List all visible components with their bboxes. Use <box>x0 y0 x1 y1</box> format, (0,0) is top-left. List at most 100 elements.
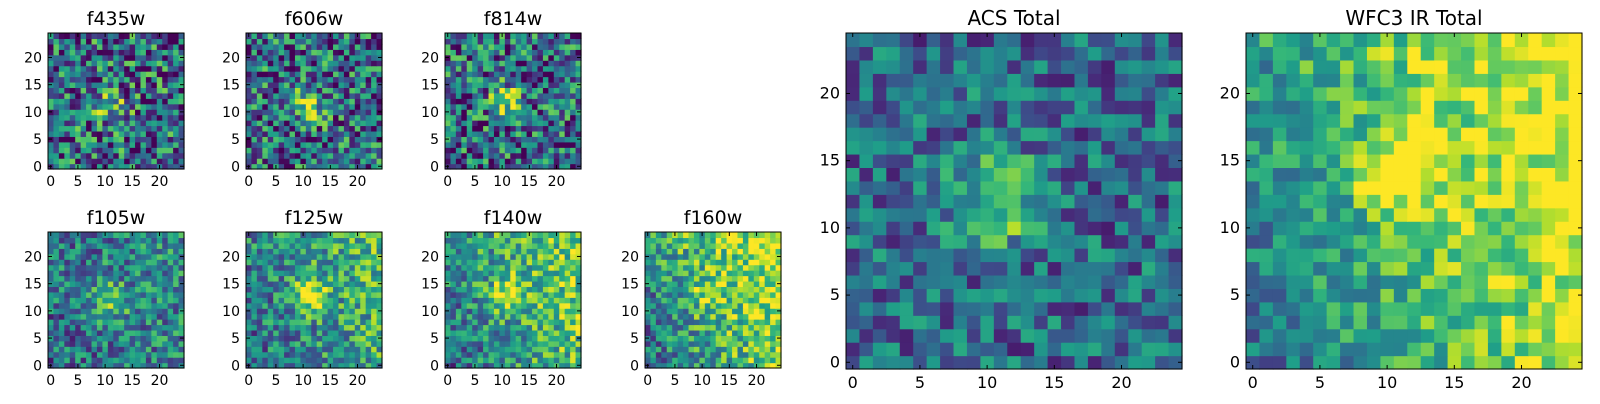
y-tick-label: 10 <box>24 105 42 121</box>
heatmap-cell <box>70 136 76 142</box>
heatmap-cell <box>124 44 130 50</box>
heatmap-cell <box>554 335 560 341</box>
heatmap-cell <box>521 60 527 66</box>
heatmap-cell <box>295 330 301 336</box>
heatmap-cell <box>886 248 900 262</box>
heatmap-cell <box>268 248 274 254</box>
heatmap-cell <box>483 341 489 347</box>
heatmap-cell <box>135 281 141 287</box>
heatmap-cell <box>262 319 268 325</box>
heatmap-cell <box>81 158 87 164</box>
heatmap-cell <box>140 33 146 39</box>
heatmap-cell <box>521 44 527 50</box>
heatmap-cell <box>162 297 168 303</box>
heatmap-cell <box>371 38 377 44</box>
heatmap-cell <box>980 329 994 343</box>
heatmap-cell <box>97 259 103 265</box>
heatmap-cell <box>445 49 451 55</box>
heatmap-cell <box>295 60 301 66</box>
heatmap-cell <box>683 314 689 320</box>
heatmap-cell <box>732 297 738 303</box>
heatmap-cell <box>328 270 334 276</box>
heatmap-cell <box>645 303 651 309</box>
heatmap-cell <box>333 147 339 153</box>
heatmap-cell <box>483 115 489 121</box>
heatmap-cell <box>81 104 87 110</box>
heatmap-cell <box>570 286 576 292</box>
heatmap-cell <box>743 314 749 320</box>
panel-title: f140w <box>484 207 543 229</box>
heatmap-cell <box>559 357 565 363</box>
heatmap-cell <box>900 275 914 289</box>
heatmap-cell <box>699 341 705 347</box>
heatmap-cell <box>86 49 92 55</box>
heatmap-cell <box>295 125 301 131</box>
heatmap-cell <box>168 297 174 303</box>
heatmap-cell <box>162 66 168 72</box>
heatmap-cell <box>543 98 549 104</box>
heatmap-cell <box>527 93 533 99</box>
heatmap-cell <box>135 49 141 55</box>
heatmap-cell <box>119 324 125 330</box>
heatmap-cell <box>694 243 700 249</box>
heatmap-cell <box>1101 167 1115 181</box>
heatmap-cell <box>445 38 451 44</box>
heatmap-cell <box>478 281 484 287</box>
heatmap-cell <box>694 292 700 298</box>
heatmap-cell <box>59 314 65 320</box>
heatmap-cell <box>146 158 152 164</box>
heatmap-cell <box>328 98 334 104</box>
heatmap-cell <box>168 254 174 260</box>
heatmap-cell <box>940 356 954 370</box>
heatmap-cell <box>113 237 119 243</box>
heatmap-cell <box>494 153 500 159</box>
heatmap-cell <box>146 297 152 303</box>
heatmap-cell <box>371 335 377 341</box>
heatmap-cell <box>251 120 257 126</box>
heatmap-cell <box>279 303 285 309</box>
heatmap-cell <box>445 243 451 249</box>
heatmap-cell <box>967 342 981 356</box>
heatmap-cell <box>445 248 451 254</box>
heatmap-cell <box>521 308 527 314</box>
heatmap-cell <box>527 44 533 50</box>
heatmap-cell <box>450 303 456 309</box>
heatmap-cell <box>489 120 495 126</box>
heatmap-cell <box>151 292 157 298</box>
heatmap-cell <box>371 77 377 83</box>
heatmap-cell <box>102 98 108 104</box>
heatmap-cell <box>333 308 339 314</box>
heatmap-cell <box>168 281 174 287</box>
heatmap-cell <box>873 194 887 208</box>
heatmap-cell <box>967 167 981 181</box>
heatmap-cell <box>64 276 70 282</box>
heatmap-cell <box>873 248 887 262</box>
heatmap-cell <box>317 292 323 298</box>
heatmap-cell <box>366 82 372 88</box>
heatmap-cell <box>317 55 323 61</box>
heatmap-cell <box>672 259 678 265</box>
heatmap-cell <box>699 270 705 276</box>
x-tick-label: 5 <box>73 373 82 389</box>
heatmap-cell <box>92 270 98 276</box>
heatmap-cell <box>92 147 98 153</box>
heatmap-cell <box>1034 315 1048 329</box>
heatmap-cell <box>754 335 760 341</box>
heatmap-cell <box>344 254 350 260</box>
heatmap-cell <box>262 136 268 142</box>
heatmap-cell <box>317 335 323 341</box>
heatmap-cell <box>543 248 549 254</box>
heatmap-cell <box>97 142 103 148</box>
heatmap-cell <box>311 120 317 126</box>
heatmap-cell <box>456 38 462 44</box>
heatmap-cell <box>748 265 754 271</box>
heatmap-cell <box>246 131 252 137</box>
heatmap-cell <box>130 237 136 243</box>
heatmap-cell <box>846 181 860 195</box>
heatmap-cell <box>355 286 361 292</box>
heatmap-cell <box>284 131 290 137</box>
heatmap-cell <box>322 303 328 309</box>
heatmap-cell <box>135 38 141 44</box>
heatmap-cell <box>97 60 103 66</box>
heatmap-cell <box>656 314 662 320</box>
